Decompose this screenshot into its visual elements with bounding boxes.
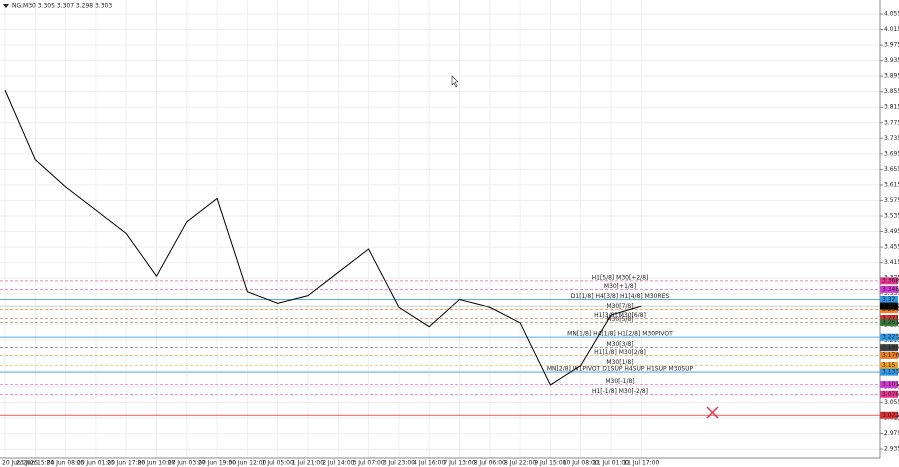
- x-tick-label: 1 Jul 21:00: [292, 460, 324, 467]
- price-box: [880, 318, 898, 326]
- x-tick-label: 30 Jun 12:00: [228, 460, 266, 467]
- y-tick-label: 2.935: [884, 446, 899, 453]
- x-tick-label: 9 Jul 15:00: [534, 460, 566, 467]
- y-tick-label: 2.975: [884, 430, 899, 437]
- level-label: M30[+1/8]: [604, 283, 636, 290]
- x-tick-label: 8 Jul 22:00: [504, 460, 536, 467]
- y-tick-label: 3.335: [884, 290, 899, 297]
- price-box-label: 3.271: [882, 315, 899, 322]
- y-tick-label: 3.855: [884, 88, 899, 95]
- y-tick-label: 3.455: [884, 244, 899, 251]
- level-label: M30[5/8]: [606, 316, 633, 323]
- level-label: H1[5/8] M30[+2/8]: [592, 274, 649, 281]
- x-tick-label: 10 Jul 08:00: [563, 460, 599, 467]
- price-box: [880, 285, 898, 293]
- y-tick-label: 3.815: [884, 104, 899, 111]
- menu-arrow[interactable]: [3, 4, 9, 8]
- y-tick-label: 3.895: [884, 73, 899, 80]
- price-box: [880, 362, 898, 370]
- x-tick-label: 25 Jun 01:00: [77, 460, 115, 467]
- y-tick-label: 3.775: [884, 119, 899, 126]
- price-box: [880, 381, 898, 389]
- price-box: [880, 411, 898, 419]
- price-box: [880, 368, 898, 376]
- x-tick-label: 11 Jul 01:00: [593, 460, 629, 467]
- y-tick-label: 3.495: [884, 228, 899, 235]
- price-box: [880, 333, 898, 341]
- level-label: M30[-1/8]: [605, 378, 634, 385]
- level-label: H1[-1/8] M30[-2/8]: [592, 388, 648, 395]
- price-box-label: 3.076: [882, 391, 899, 398]
- price-box-label: 3.196: [882, 344, 899, 351]
- y-tick-label: 3.575: [884, 197, 899, 204]
- y-tick-label: 3.615: [884, 181, 899, 188]
- x-tick-label: 25 Jun 17:00: [107, 460, 145, 467]
- y-tick-label: 3.735: [884, 135, 899, 142]
- price-box: [880, 344, 898, 352]
- x-tick-label: 4 Jul 16:00: [413, 460, 445, 467]
- x-tick-label: 27 Jun 03:00: [168, 460, 206, 467]
- price-box: [880, 296, 898, 304]
- mouse-cursor: [451, 75, 459, 88]
- x-tick-label: 20 Jun 2025: [2, 460, 38, 467]
- x-tick-label: 2 Jul 14:00: [322, 460, 354, 467]
- x-tick-label: 8 Jul 06:00: [474, 460, 506, 467]
- price-box-label: 3.32: [882, 296, 896, 303]
- x-tick-label: 1 Jul 05:00: [262, 460, 294, 467]
- x-tick-label: 11 Jul 17:00: [623, 460, 659, 467]
- current-price-box: [880, 302, 898, 310]
- price-line: [4, 89, 642, 386]
- level-label: H1[1/8] M30[2/8]: [594, 349, 646, 356]
- level-label: MN[2/8] W1PIVOT D1SUP H4SUP H1SUP M30SUP: [547, 366, 694, 373]
- chart-title: NG,M30 3.305 3.307 3.298 3.303: [12, 3, 112, 10]
- price-box-label: 3.223: [882, 334, 899, 341]
- x-tick-label: 26 Jun 10:00: [137, 460, 175, 467]
- y-tick-label: 3.655: [884, 166, 899, 173]
- price-box-label: 3.133: [882, 369, 899, 376]
- price-box-label: 3.368: [882, 277, 899, 284]
- y-tick-label: 3.415: [884, 259, 899, 266]
- price-box-label: 3.101: [882, 381, 899, 388]
- y-tick-label: 3.535: [884, 212, 899, 219]
- x-tick-label: 7 Jul 13:00: [443, 460, 475, 467]
- level-label: M30[7/8]: [606, 303, 633, 310]
- x-tick-label: 3 Jul 23:00: [383, 460, 415, 467]
- y-tick-label: 3.935: [884, 57, 899, 64]
- y-tick-label: 3.055: [884, 399, 899, 406]
- x-tick-label: 23 Jun 15:00: [16, 460, 54, 467]
- level-label: M30[3/8]: [606, 341, 633, 348]
- y-tick-label: 3.695: [884, 150, 899, 157]
- grid: [0, 0, 880, 458]
- price-box-label: 3.15: [882, 362, 896, 369]
- level-label: D1[1/8] H4[3/8] H1[4/8] M30RES: [571, 293, 670, 300]
- y-tick-label: 3.975: [884, 42, 899, 49]
- level-label: M30[1/8]: [606, 359, 633, 366]
- price-box-label: 3.261: [882, 319, 899, 326]
- price-box-label: 3.176: [882, 352, 899, 359]
- price-box: [880, 315, 898, 323]
- y-tick-label: 4.055: [884, 10, 899, 17]
- close-marker[interactable]: [706, 406, 719, 419]
- price-box: [880, 390, 898, 398]
- y-tick-label: 4.015: [884, 26, 899, 33]
- x-tick-label: 24 Jun 08:00: [47, 460, 85, 467]
- x-tick-label: 27 Jun 19:00: [198, 460, 236, 467]
- price-box: [880, 351, 898, 359]
- level-label: MN[1/8] H4[1/8] H1[2/8] M30PIVOT: [567, 331, 673, 338]
- price-box-label: 3.022: [882, 412, 899, 419]
- price-box-label: 3.346: [882, 286, 899, 293]
- price-box: [880, 277, 898, 285]
- x-tick-label: 3 Jul 07:00: [353, 460, 385, 467]
- level-label: H1[3/8] M30[6/8]: [594, 312, 646, 319]
- current-price-label: 3.303: [882, 303, 899, 310]
